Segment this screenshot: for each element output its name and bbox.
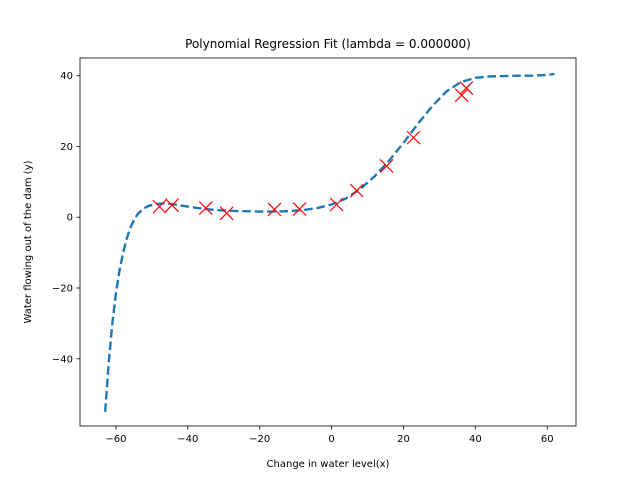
- chart-title: Polynomial Regression Fit (lambda = 0.00…: [185, 37, 471, 51]
- data-point-marker: [292, 202, 307, 217]
- y-tick-label: 40: [60, 71, 73, 82]
- data-point-marker: [165, 198, 179, 213]
- x-tick-label: −40: [177, 434, 198, 445]
- y-axis-label: Water flowing out of the dam (y): [23, 160, 34, 323]
- data-point-marker: [349, 183, 364, 198]
- data-point-marker: [267, 202, 282, 217]
- data-point-marker: [198, 201, 213, 215]
- x-axis-label: Change in water level(x): [267, 459, 390, 470]
- data-point-marker: [406, 130, 421, 145]
- fit-layer: [103, 72, 555, 412]
- y-axis-ticks: −40 −20 0 20 40: [52, 71, 80, 365]
- marker-layer: [152, 81, 474, 221]
- data-point-marker: [219, 206, 234, 221]
- y-tick-label: −40: [52, 354, 73, 365]
- x-tick-label: 20: [397, 434, 410, 445]
- plot-area: [80, 58, 576, 426]
- plot-frame: [79, 57, 577, 427]
- data-point-marker: [379, 158, 394, 173]
- x-tick-label: 40: [469, 434, 482, 445]
- x-axis-ticks: −60 −40 −20 0 20 40 60: [105, 426, 554, 445]
- x-tick-label: 0: [328, 434, 334, 445]
- y-tick-label: 20: [60, 142, 73, 153]
- x-tick-label: −20: [249, 434, 270, 445]
- data-point-marker: [459, 81, 474, 96]
- data-point-marker: [152, 199, 167, 214]
- data-point-marker: [329, 197, 344, 212]
- y-tick-label: 0: [67, 213, 73, 224]
- y-tick-label: −20: [52, 284, 73, 295]
- x-tick-label: −60: [105, 434, 126, 445]
- fit-line: [103, 72, 555, 412]
- x-tick-label: 60: [541, 434, 554, 445]
- data-point-marker: [454, 88, 469, 103]
